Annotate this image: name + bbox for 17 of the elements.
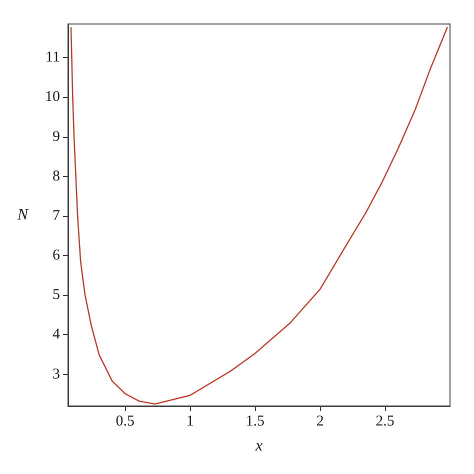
y-tick-label: 3 bbox=[52, 366, 60, 382]
x-tick-label: 1 bbox=[186, 414, 194, 430]
x-tick-label: 0.5 bbox=[116, 414, 135, 430]
y-axis-title: N bbox=[16, 206, 30, 224]
y-tick-label: 5 bbox=[52, 287, 60, 304]
line-series bbox=[70, 26, 448, 405]
x-tick-label: 2.5 bbox=[376, 414, 394, 430]
y-tick-label: 7 bbox=[52, 208, 60, 224]
y-tick-label: 9 bbox=[52, 128, 60, 145]
y-tick-label: 10 bbox=[45, 89, 60, 106]
y-tick-label: 4 bbox=[52, 326, 60, 343]
x-tick-label: 2 bbox=[316, 414, 324, 430]
x-axis-title: x bbox=[254, 438, 263, 454]
y-tick-label: 8 bbox=[52, 168, 60, 184]
y-tick-label: 6 bbox=[52, 248, 60, 264]
y-tick-label: 11 bbox=[46, 50, 60, 66]
x-tick-label: 1.5 bbox=[246, 414, 264, 430]
